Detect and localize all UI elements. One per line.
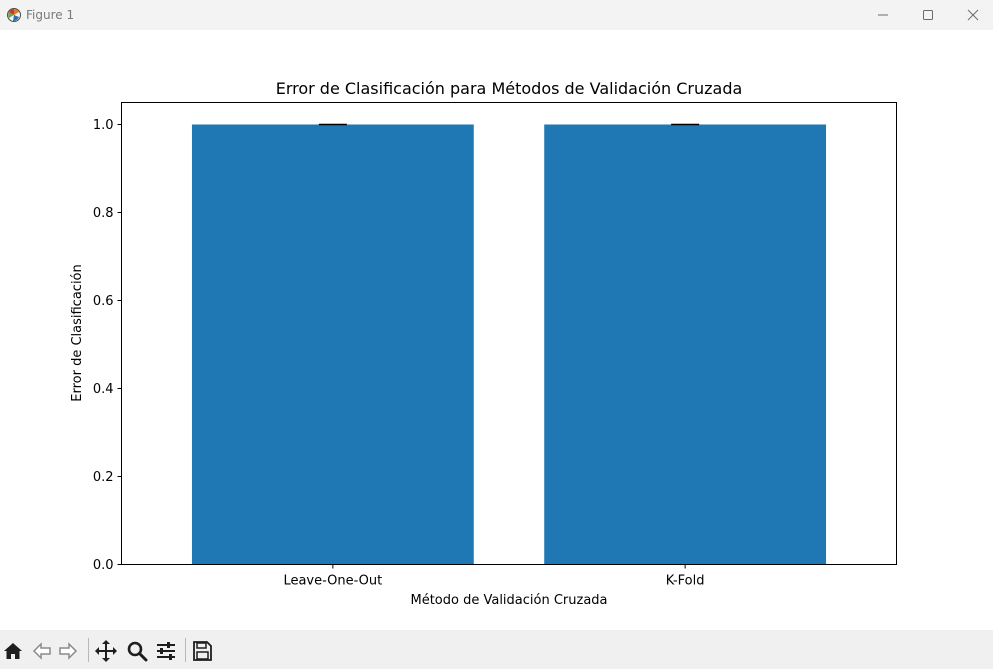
x-axis-ticks: Leave-One-Out K-Fold: [283, 564, 705, 589]
toolbar-separator: [88, 638, 89, 662]
close-icon: [967, 9, 979, 21]
home-button[interactable]: [0, 638, 26, 664]
bars-group: [191, 124, 827, 565]
minimize-button[interactable]: [860, 0, 906, 30]
move-icon: [94, 639, 118, 663]
zoom-button[interactable]: [124, 638, 150, 664]
y-axis-ticks: 0.0 0.2 0.4 0.6 0.8 1.0: [93, 118, 122, 573]
y-tick-label: 1.0: [93, 118, 114, 133]
y-tick-label: 0.4: [93, 382, 114, 397]
forward-button[interactable]: [55, 638, 81, 664]
pan-button[interactable]: [93, 638, 119, 664]
arrow-left-icon: [31, 640, 53, 662]
save-button[interactable]: [189, 638, 215, 664]
window-title: Figure 1: [26, 8, 75, 22]
x-tick-label: Leave-One-Out: [283, 574, 382, 589]
bar-leave-one-out: [191, 124, 474, 565]
bar-chart: Error de Clasificación para Métodos de V…: [70, 79, 897, 608]
y-tick-label: 0.6: [93, 294, 114, 309]
sliders-icon: [155, 640, 177, 662]
close-button[interactable]: [950, 0, 993, 30]
y-tick-label: 0.0: [93, 558, 114, 573]
toolbar-separator: [185, 638, 186, 662]
configure-subplots-button[interactable]: [153, 638, 179, 664]
title-bar[interactable]: Figure 1: [0, 0, 993, 30]
figure-canvas[interactable]: Error de Clasificación para Métodos de V…: [0, 30, 993, 630]
home-icon: [2, 640, 24, 662]
y-tick-label: 0.8: [93, 206, 114, 221]
chart-title: Error de Clasificación para Métodos de V…: [276, 79, 743, 98]
bar-k-fold: [544, 124, 827, 565]
maximize-button[interactable]: [905, 0, 951, 30]
minimize-icon: [877, 9, 889, 21]
y-axis-label: Error de Clasificación: [70, 264, 85, 402]
x-tick-label: K-Fold: [666, 574, 705, 589]
maximize-icon: [922, 9, 934, 21]
x-axis-label: Método de Validación Cruzada: [410, 593, 607, 608]
y-tick-label: 0.2: [93, 470, 114, 485]
back-button[interactable]: [29, 638, 55, 664]
arrow-right-icon: [57, 640, 79, 662]
matplotlib-figure-icon: [5, 6, 23, 24]
axes-frame: [121, 102, 897, 565]
magnifier-icon: [126, 640, 148, 662]
floppy-disk-icon: [191, 640, 213, 662]
navigation-toolbar: [0, 630, 993, 669]
